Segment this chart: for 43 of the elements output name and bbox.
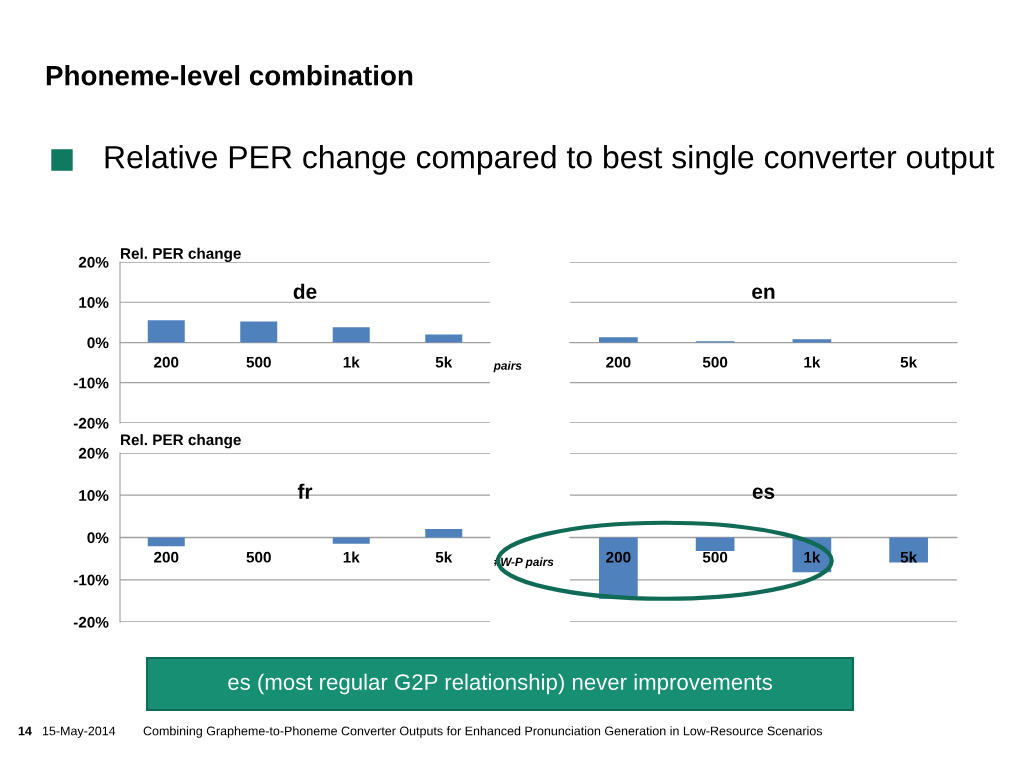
bar <box>332 327 370 343</box>
bar <box>425 334 463 343</box>
text: en <box>752 287 775 299</box>
x-tick-label: 1k <box>804 356 821 368</box>
text: Phoneme-level combination <box>46 65 413 86</box>
x-tick-label: 1k <box>343 356 360 368</box>
bar <box>147 320 185 343</box>
x-axis-title: pairs <box>493 361 522 373</box>
y-axis-title: Rel. PER change <box>121 247 241 262</box>
y-tick-label: -10% <box>73 377 109 389</box>
text: fr <box>297 483 313 499</box>
y-tick-label: -20% <box>73 417 109 429</box>
y-tick-label: -20% <box>73 616 109 628</box>
x-tick-label: 5k <box>900 551 918 563</box>
text: Relative PER change compared to best single converter output <box>105 145 995 175</box>
y-tick-label: 0% <box>87 532 109 544</box>
text: es (most regular G2P relationship) never improvements <box>228 673 772 695</box>
y-tick-label: 10% <box>79 490 109 501</box>
text: 14 <box>18 726 32 736</box>
y-axis-title: Rel. PER change <box>121 434 241 449</box>
text: Combining Grapheme-to-Phoneme Converter Outputs for Enhanced Pronunciation Generation in Low-Resource Scenarios <box>143 726 823 738</box>
text: es <box>752 487 775 499</box>
x-tick-label: 500 <box>246 551 271 563</box>
x-tick-label: 200 <box>606 356 631 368</box>
x-tick-label: 200 <box>154 356 179 368</box>
text: de <box>293 283 317 299</box>
x-tick-label: 500 <box>702 551 728 563</box>
y-tick-label: 0% <box>87 337 109 349</box>
y-tick-label: 20% <box>78 447 109 459</box>
x-tick-label: 5k <box>900 356 918 368</box>
x-tick-label: 500 <box>702 356 728 368</box>
x-tick-label: 1k <box>343 551 360 563</box>
text: 15-May-2014 <box>42 726 116 738</box>
y-tick-label: -10% <box>73 574 109 586</box>
x-tick-label: 5k <box>435 551 453 563</box>
x-tick-label: 1k <box>804 551 821 563</box>
bar <box>240 321 278 343</box>
x-tick-label: 200 <box>154 551 179 563</box>
y-tick-label: 20% <box>78 256 109 268</box>
y-tick-label: 10% <box>79 297 109 308</box>
x-tick-label: 5k <box>435 356 453 368</box>
x-tick-label: 500 <box>246 356 271 368</box>
x-tick-label: 200 <box>606 551 631 563</box>
